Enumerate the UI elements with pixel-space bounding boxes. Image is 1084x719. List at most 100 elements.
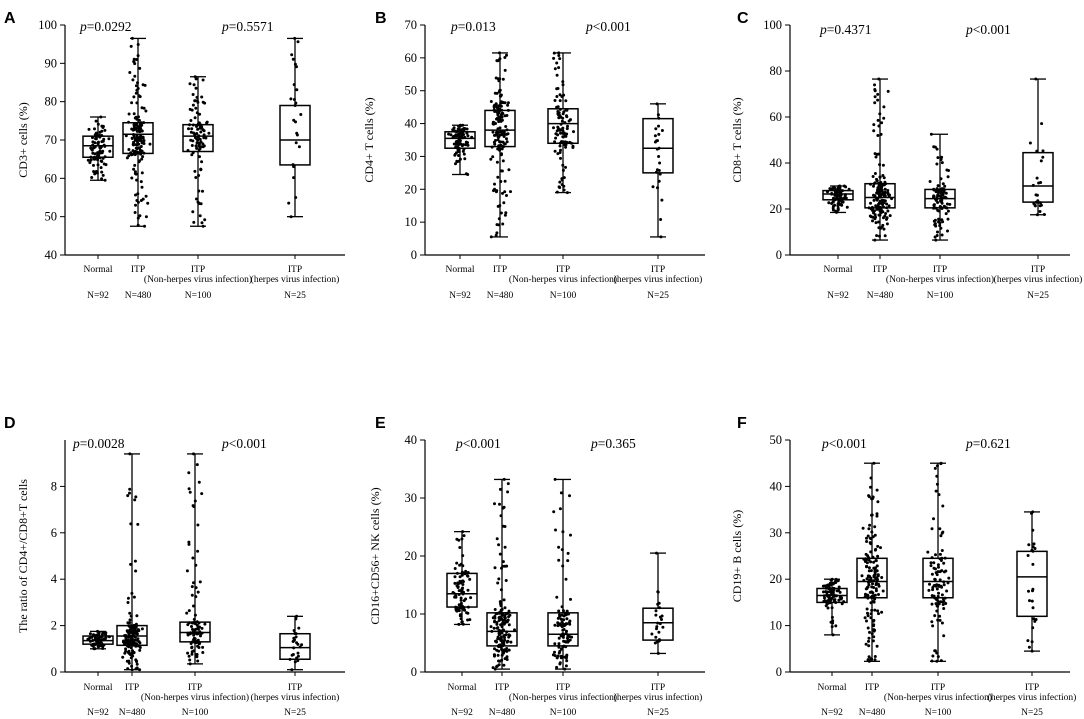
data-point xyxy=(557,644,561,648)
y-tick-label: 0 xyxy=(776,665,782,679)
data-point xyxy=(96,122,100,126)
data-point xyxy=(199,126,203,130)
data-point xyxy=(126,494,130,498)
data-point xyxy=(872,624,875,628)
data-point xyxy=(104,635,108,639)
data-point xyxy=(195,632,199,636)
data-point xyxy=(134,91,138,95)
data-point xyxy=(557,111,561,115)
data-point xyxy=(556,616,560,620)
data-point xyxy=(1032,542,1036,546)
data-point xyxy=(864,587,868,591)
iqr-box xyxy=(279,104,311,166)
p-value-text: <0.001 xyxy=(973,22,1011,37)
data-point xyxy=(552,51,556,55)
data-point xyxy=(126,601,130,604)
data-point xyxy=(298,645,302,649)
data-point xyxy=(561,168,565,172)
data-point xyxy=(493,133,497,137)
y-axis-label: CD8+ T cells (%) xyxy=(730,97,744,182)
data-point xyxy=(560,548,564,552)
data-point xyxy=(133,559,137,563)
data-point xyxy=(129,44,133,48)
data-point xyxy=(876,574,880,578)
data-point xyxy=(934,190,938,194)
data-point xyxy=(506,103,510,107)
panel-f: F 0 10 20 30 40 50 CD19+ B cells (%) Normal N=92 I… xyxy=(730,415,1076,718)
data-point xyxy=(887,194,891,198)
data-point xyxy=(193,116,197,120)
data-point xyxy=(842,184,846,188)
data-point xyxy=(552,510,556,514)
data-point xyxy=(497,663,501,667)
data-point xyxy=(88,639,92,643)
data-point xyxy=(847,187,851,191)
data-point xyxy=(501,524,505,528)
data-point xyxy=(554,136,558,140)
data-point xyxy=(930,556,934,560)
y-axis-label: CD3+ cells (%) xyxy=(16,102,30,177)
data-point xyxy=(651,185,655,189)
data-point xyxy=(930,594,934,598)
data-point xyxy=(499,211,503,215)
box-3 xyxy=(179,452,211,666)
data-point xyxy=(87,127,91,131)
data-point xyxy=(882,105,886,109)
y-tick-label: 10 xyxy=(405,607,418,621)
p-value-text: <0.001 xyxy=(463,436,501,451)
category-sublabel: (herpes virus infection) xyxy=(614,692,703,703)
data-point xyxy=(839,203,843,207)
category-label: ITP xyxy=(873,265,887,275)
data-point xyxy=(500,169,504,173)
data-point xyxy=(946,229,949,233)
panel-c: C 0 20 40 60 80 100 CD8+ T cells (%) Normal N=92 I… xyxy=(730,10,1082,301)
data-point xyxy=(938,618,942,622)
data-point xyxy=(561,131,565,135)
data-point xyxy=(655,147,659,151)
data-point xyxy=(137,146,141,150)
data-point xyxy=(563,623,567,627)
data-point xyxy=(503,114,507,118)
data-point xyxy=(824,586,828,590)
data-point xyxy=(561,112,565,116)
data-point xyxy=(880,186,884,190)
p-symbol: p xyxy=(79,19,87,34)
data-point xyxy=(494,122,497,125)
data-point xyxy=(88,161,92,165)
iqr-box xyxy=(547,108,579,145)
data-point xyxy=(557,609,561,613)
data-point xyxy=(465,574,469,578)
panel-a: A 40 50 60 70 80 90 100 CD3+ cells (%) Normal N=92… xyxy=(4,10,345,301)
data-point xyxy=(287,201,291,205)
data-point xyxy=(561,129,565,133)
data-point xyxy=(100,170,104,174)
data-point xyxy=(568,622,572,626)
data-point xyxy=(555,190,559,194)
data-point xyxy=(941,504,945,508)
y-axis-label: The ratio of CD4+/CD8+T cells xyxy=(16,479,30,633)
data-point xyxy=(135,662,139,666)
data-point xyxy=(460,620,464,624)
data-point xyxy=(658,606,661,610)
data-point xyxy=(870,657,874,661)
data-point xyxy=(552,126,555,130)
data-point xyxy=(103,155,107,159)
panel-letter: F xyxy=(737,415,747,432)
data-point xyxy=(132,95,136,99)
data-point xyxy=(557,116,561,120)
data-point xyxy=(552,56,556,60)
box-4 xyxy=(279,36,311,219)
data-point xyxy=(932,566,936,570)
data-point xyxy=(831,582,835,586)
data-point xyxy=(139,139,143,143)
data-point xyxy=(201,145,205,149)
data-point xyxy=(493,187,496,191)
data-point xyxy=(873,655,877,658)
y-tick-label: 30 xyxy=(405,149,418,163)
data-point xyxy=(464,172,468,176)
data-point xyxy=(199,168,203,172)
data-point xyxy=(872,618,876,622)
category-label: ITP xyxy=(131,265,145,275)
data-point xyxy=(834,577,838,581)
p-value-label: p=0.365 xyxy=(590,436,636,451)
